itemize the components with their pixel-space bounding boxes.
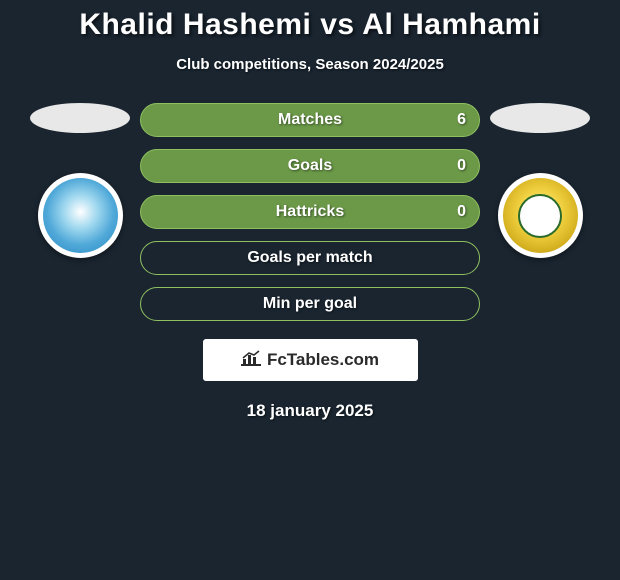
stat-label: Goals bbox=[140, 149, 480, 183]
left-club-badge bbox=[38, 173, 123, 258]
right-club-badge bbox=[498, 173, 583, 258]
subtitle: Club competitions, Season 2024/2025 bbox=[0, 56, 620, 73]
stat-label: Goals per match bbox=[140, 241, 480, 275]
stat-value: 0 bbox=[457, 203, 466, 221]
right-player-column bbox=[480, 103, 600, 258]
stat-row: Goals per match bbox=[140, 241, 480, 275]
brand-watermark: FcTables.com bbox=[203, 339, 418, 381]
stats-list: Matches 6 Goals 0 Hattricks 0 Goals per … bbox=[140, 103, 480, 321]
stat-row: Matches 6 bbox=[140, 103, 480, 137]
brand-text: FcTables.com bbox=[267, 350, 379, 370]
left-player-shadow bbox=[30, 103, 130, 133]
stat-row: Goals 0 bbox=[140, 149, 480, 183]
right-club-badge-inner bbox=[503, 178, 578, 253]
chart-icon bbox=[241, 350, 261, 371]
stat-label: Matches bbox=[140, 103, 480, 137]
stat-value: 6 bbox=[457, 111, 466, 129]
page-title: Khalid Hashemi vs Al Hamhami bbox=[0, 0, 620, 42]
comparison-content: Matches 6 Goals 0 Hattricks 0 Goals per … bbox=[0, 103, 620, 321]
right-player-shadow bbox=[490, 103, 590, 133]
left-club-badge-inner bbox=[43, 178, 118, 253]
stat-value: 0 bbox=[457, 157, 466, 175]
date-label: 18 january 2025 bbox=[0, 401, 620, 421]
left-player-column bbox=[20, 103, 140, 258]
stat-row: Hattricks 0 bbox=[140, 195, 480, 229]
stat-row: Min per goal bbox=[140, 287, 480, 321]
stat-label: Min per goal bbox=[140, 287, 480, 321]
stat-label: Hattricks bbox=[140, 195, 480, 229]
